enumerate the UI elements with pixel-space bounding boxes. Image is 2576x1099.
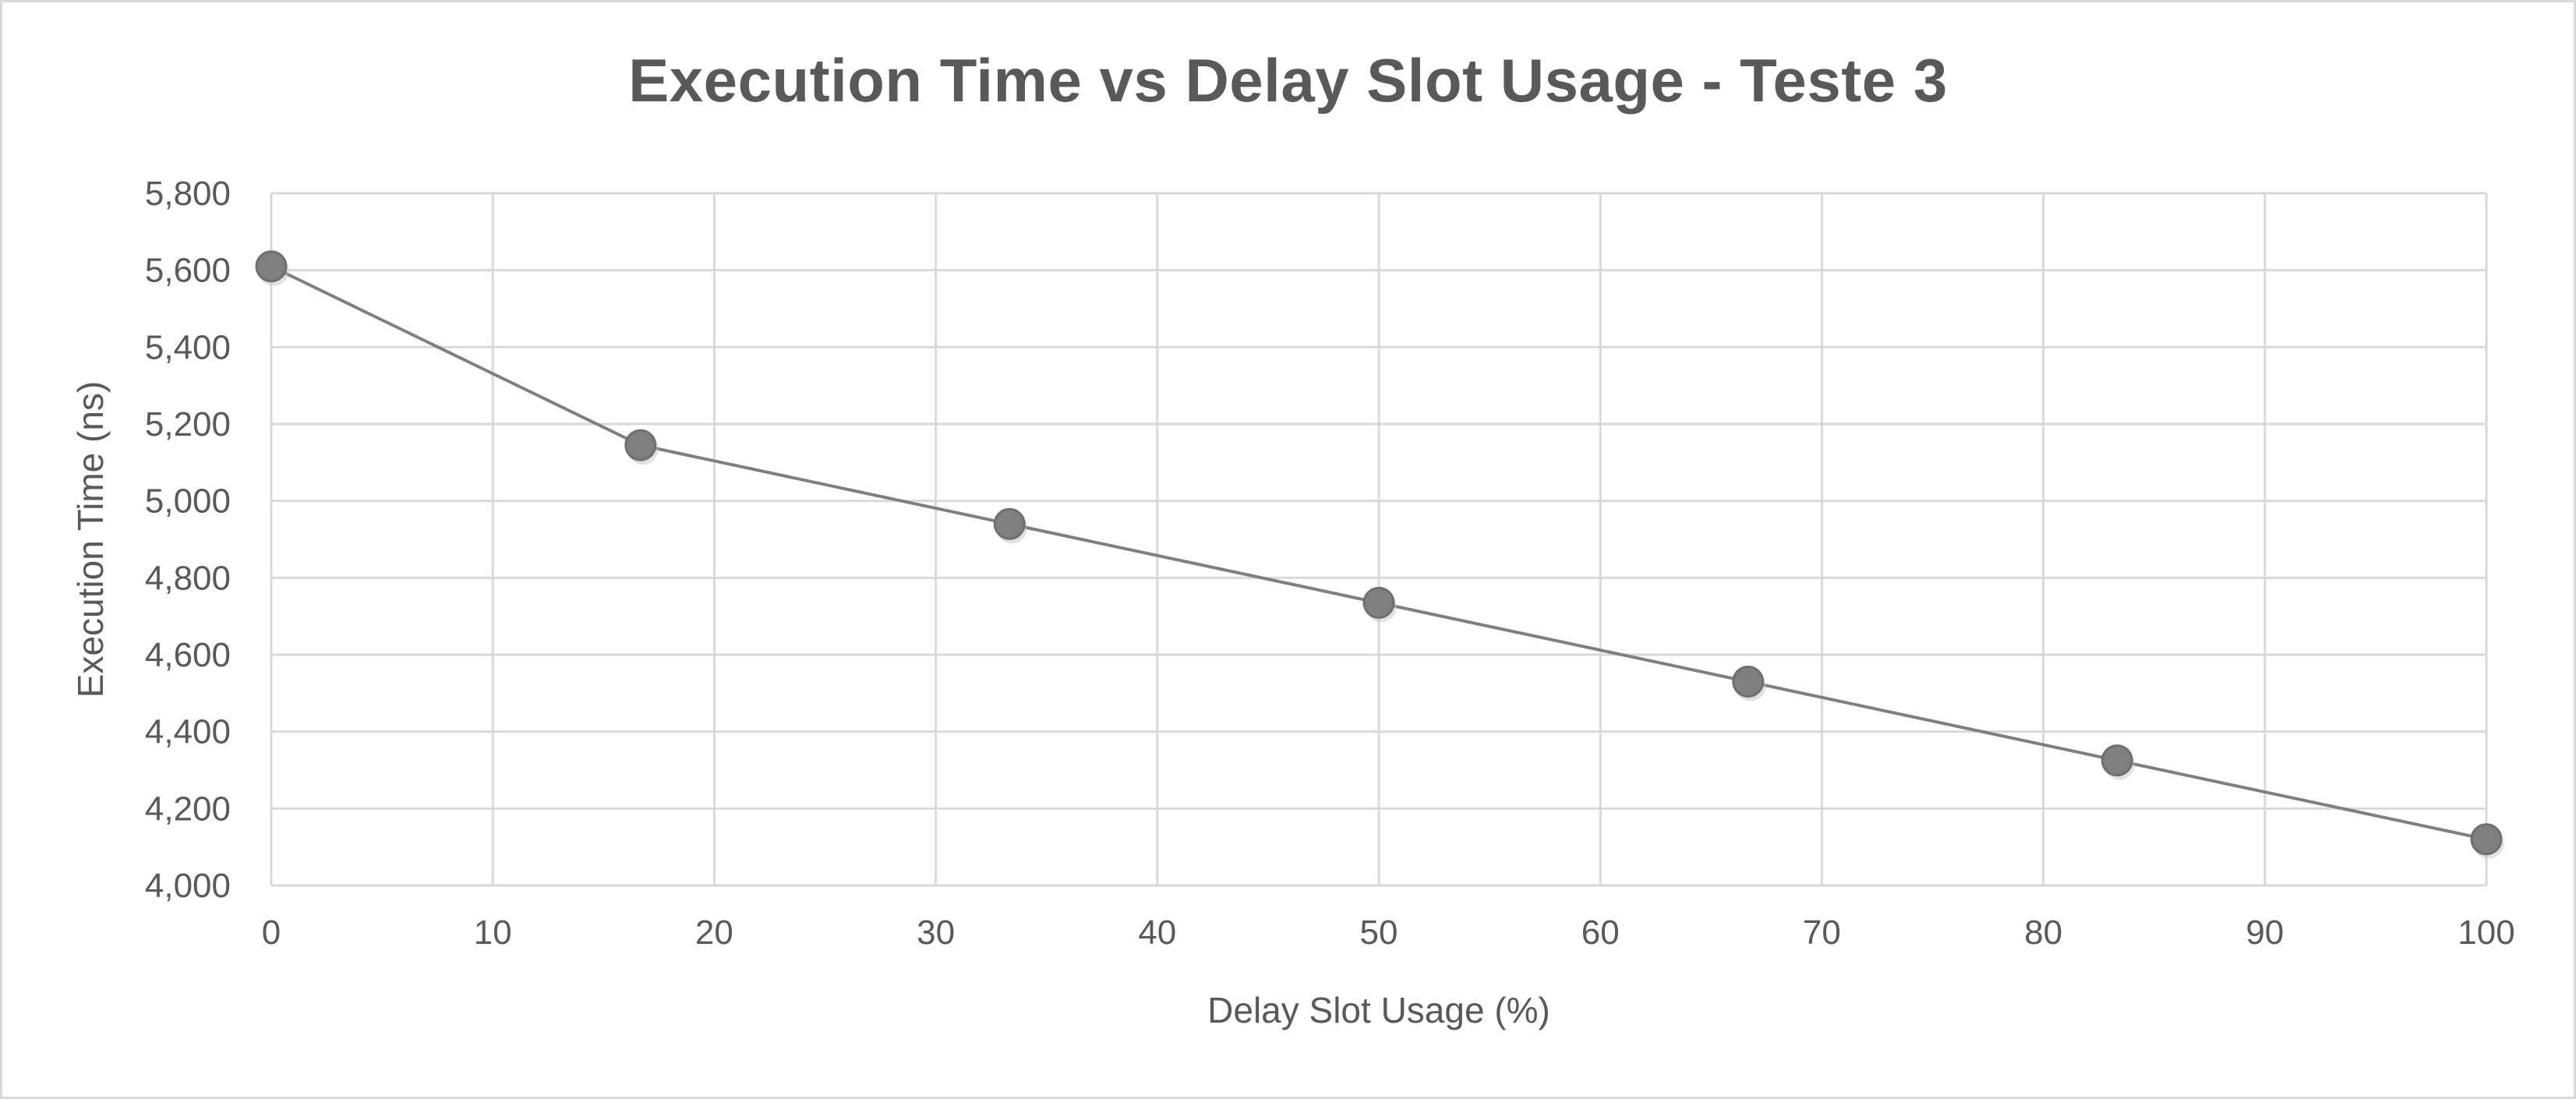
y-tick-label: 5,200	[145, 405, 231, 443]
y-tick-label: 5,000	[145, 482, 231, 521]
x-tick-label: 50	[1360, 913, 1398, 952]
x-tick-label: 40	[1138, 913, 1176, 952]
x-tick-label: 0	[262, 913, 281, 952]
y-tick-label: 4,200	[145, 790, 231, 828]
data-point	[1732, 666, 1765, 698]
x-tick-label: 90	[2246, 913, 2284, 952]
tick-labels: 4,000 4,200 4,400 4,600 4,800 5,000 5,200 5,400…	[145, 175, 2515, 952]
data-point	[255, 250, 288, 283]
chart-title: Execution Time vs Delay Slot Usage - Tes…	[628, 46, 1948, 115]
x-tick-label: 80	[2024, 913, 2062, 952]
gridlines	[270, 192, 2488, 887]
data-point	[624, 429, 657, 461]
data-point	[2470, 823, 2503, 856]
data-point	[993, 507, 1026, 540]
y-tick-label: 4,000	[145, 867, 231, 905]
y-tick-label: 5,800	[145, 175, 231, 213]
x-tick-label: 60	[1581, 913, 1620, 952]
y-axis-title: Execution Time (ns)	[70, 381, 111, 698]
x-tick-label: 10	[474, 913, 512, 952]
data-point	[2101, 744, 2133, 777]
x-tick-label: 20	[695, 913, 733, 952]
y-tick-label: 4,400	[145, 713, 231, 751]
data-point	[1362, 586, 1395, 619]
x-axis-title: Delay Slot Usage (%)	[1207, 990, 1550, 1030]
y-tick-label: 5,600	[145, 252, 231, 290]
y-tick-label: 4,600	[145, 636, 231, 674]
x-tick-label: 30	[917, 913, 955, 952]
y-tick-label: 5,400	[145, 328, 231, 366]
data-points	[255, 250, 2504, 859]
x-tick-label: 70	[1803, 913, 1841, 952]
x-tick-label: 100	[2458, 913, 2514, 952]
y-tick-label: 4,800	[145, 559, 231, 597]
